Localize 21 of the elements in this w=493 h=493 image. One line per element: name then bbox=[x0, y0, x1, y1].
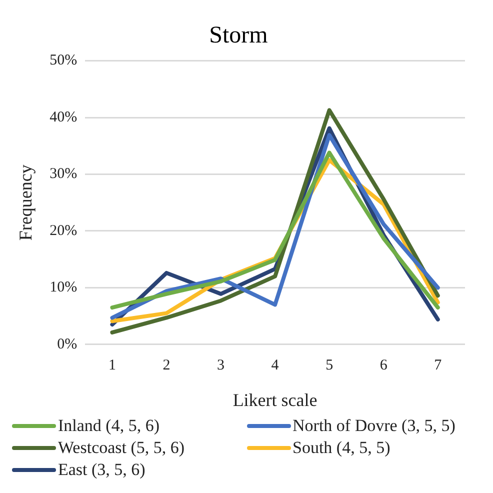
y-tick-label: 40% bbox=[50, 109, 78, 126]
y-tick-label: 20% bbox=[50, 222, 78, 239]
x-tick-label: 3 bbox=[217, 357, 225, 374]
legend-label: South (4, 5, 5) bbox=[292, 438, 390, 458]
x-tick-label: 6 bbox=[380, 357, 388, 374]
x-tick-label: 1 bbox=[108, 357, 116, 374]
legend-label: East (3, 5, 6) bbox=[58, 460, 146, 480]
y-tick-label: 0% bbox=[57, 336, 78, 352]
x-tick-label: 4 bbox=[271, 357, 280, 374]
x-tick-label: 5 bbox=[326, 357, 334, 374]
y-axis-title: Frequency bbox=[16, 164, 36, 241]
chart-title: Storm bbox=[209, 22, 268, 49]
legend-label: Westcoast (5, 5, 6) bbox=[58, 438, 185, 458]
x-tick-label: 2 bbox=[162, 357, 170, 374]
y-tick-label: 50% bbox=[50, 52, 78, 69]
x-tick-label: 7 bbox=[434, 357, 442, 374]
y-tick-label: 30% bbox=[50, 166, 78, 182]
legend-label: North of Dovre (3, 5, 5) bbox=[292, 416, 456, 436]
y-tick-label: 10% bbox=[50, 280, 78, 296]
x-axis-title: Likert scale bbox=[232, 390, 318, 410]
legend-label: Inland (4, 5, 6) bbox=[58, 416, 160, 436]
